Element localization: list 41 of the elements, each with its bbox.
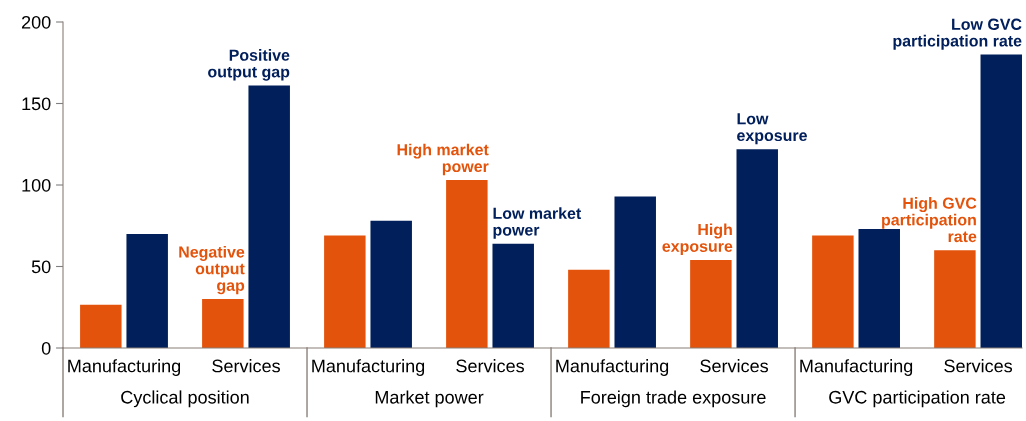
annotation: High exposure — [662, 223, 733, 256]
text: Cyclical position — [121, 390, 249, 408]
y-tick-label: 200 — [21, 15, 51, 29]
text: GVC participation rate — [829, 390, 1006, 408]
bar — [858, 229, 900, 348]
text: Market power — [375, 390, 484, 408]
x-tick-label: Manufacturing — [556, 359, 669, 376]
annotation: Low exposure — [737, 113, 807, 145]
x-tick-label: Manufacturing — [312, 359, 425, 376]
bar — [248, 85, 290, 348]
text: Foreign trade exposure — [581, 390, 766, 408]
y-tick-label: 150 — [22, 97, 51, 111]
x-tick-label: Services — [212, 359, 280, 373]
x-tick-label: Services — [700, 359, 769, 373]
y-tick-label: 100 — [22, 178, 51, 192]
bar — [492, 243, 534, 348]
annotation: Positive output gap — [208, 49, 290, 81]
bar — [126, 233, 168, 348]
x-tick-label: Manufacturing — [68, 359, 181, 376]
bar — [980, 54, 1022, 348]
annotation: High GVC participation rate — [882, 197, 977, 243]
annotation: High market power — [397, 143, 489, 176]
bar — [736, 149, 778, 348]
bar — [324, 235, 366, 348]
bar — [80, 304, 122, 348]
bar — [370, 220, 412, 348]
annotation: Negative output gap — [179, 245, 245, 295]
bar — [934, 250, 976, 348]
bar — [446, 180, 488, 348]
y-tick-label: 0 — [41, 341, 51, 355]
x-tick-label: Services — [456, 359, 524, 373]
bar — [812, 235, 854, 348]
bar — [690, 259, 732, 348]
y-tick-label: 50 — [31, 260, 51, 274]
annotation: Low GVC participation rate — [893, 18, 1022, 50]
bar — [568, 269, 610, 348]
bar — [202, 299, 244, 348]
x-tick-label: Manufacturing — [800, 359, 913, 376]
annotation: Low market power — [493, 207, 582, 239]
x-tick-label: Services — [944, 359, 1013, 373]
bar — [614, 196, 656, 348]
